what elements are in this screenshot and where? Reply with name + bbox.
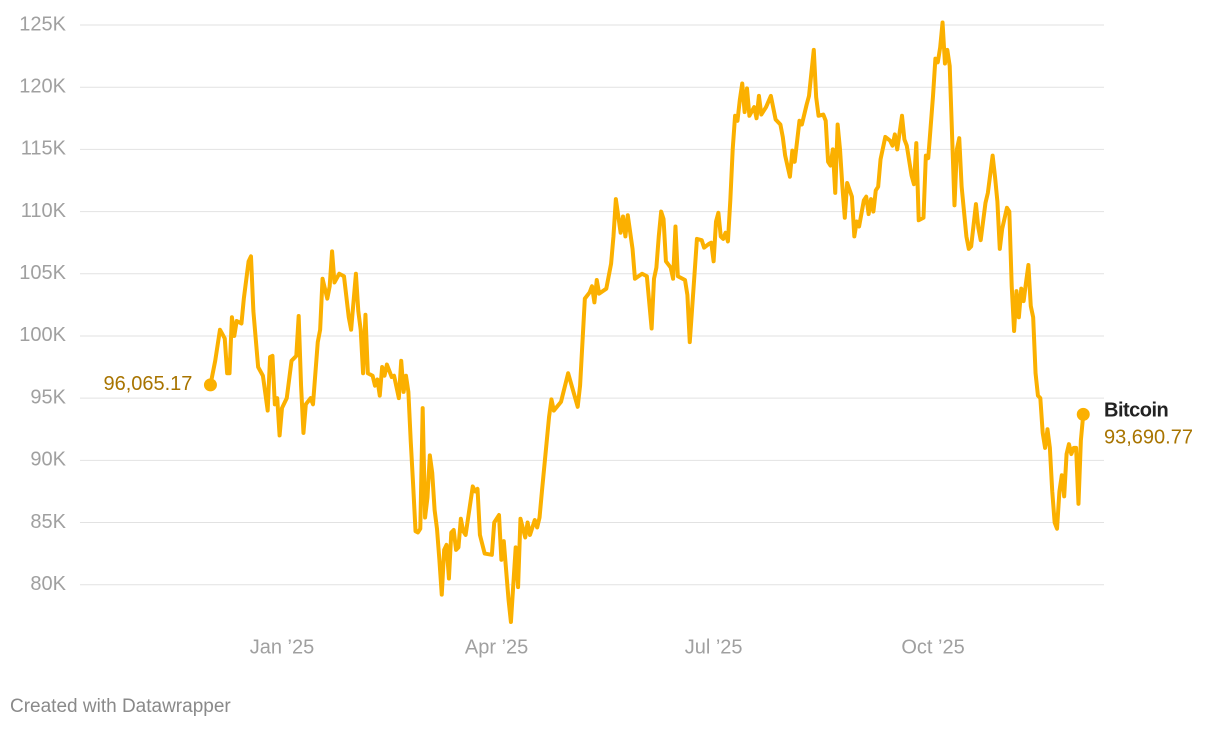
y-tick-label: 110K [21, 200, 67, 222]
y-tick-label: 85K [30, 511, 66, 533]
y-tick-label: 80K [30, 573, 66, 595]
y-tick-label: 100K [19, 324, 66, 346]
legend-label: Bitcoin [1104, 400, 1168, 422]
x-tick-label: Apr ’25 [465, 636, 528, 658]
x-tick-label: Jan ’25 [250, 636, 315, 658]
y-tick-label: 95K [30, 386, 66, 408]
x-tick-label: Oct ’25 [901, 636, 964, 658]
y-tick-label: 120K [19, 75, 66, 97]
y-tick-label: 90K [30, 449, 66, 471]
value-label: 93,690.77 [1104, 427, 1193, 449]
line [208, 20, 1086, 624]
x-tick-label: Jul ’25 [685, 636, 743, 658]
value-label: 96,065.17 [103, 373, 192, 395]
end-dot [1076, 407, 1090, 421]
end-dot [203, 378, 217, 392]
y-tick-label: 125K [19, 13, 66, 35]
footer: Created with Datawrapper [10, 696, 231, 717]
y-tick-label: 105K [19, 262, 66, 284]
y-tick-label: 115K [21, 138, 67, 160]
